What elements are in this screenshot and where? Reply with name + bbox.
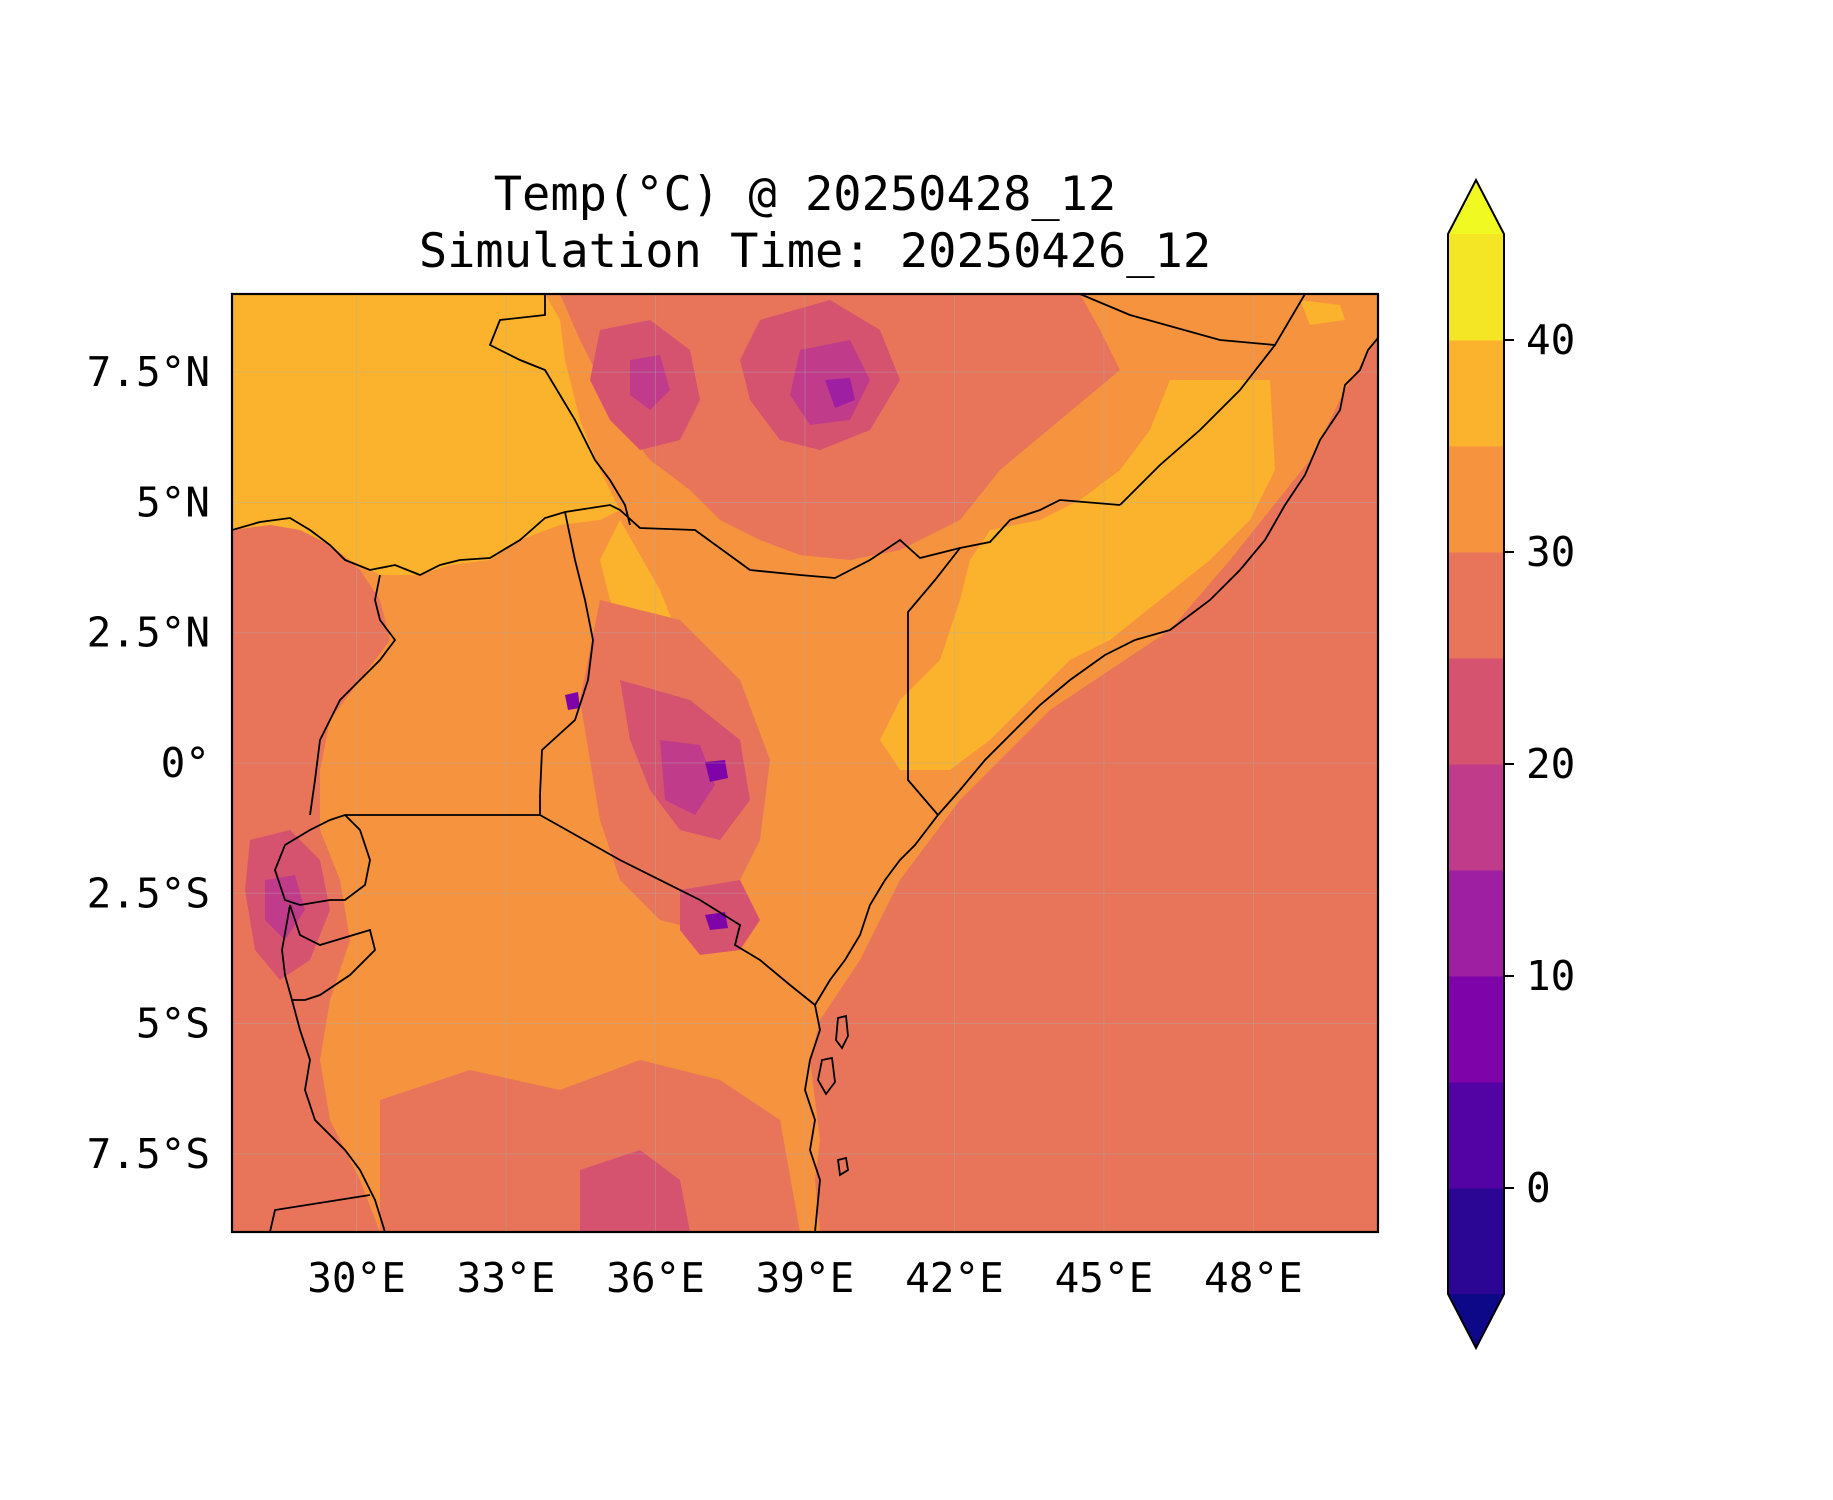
colorbar-extend-under [1448,1294,1504,1348]
border-southwest-zambia [269,1194,371,1232]
colorbar-tick-label: 10 [1526,952,1575,1000]
border-tanzania-kenya [539,814,816,1006]
peak-kenya [660,740,715,815]
colorbar-tick-label: 0 [1526,1164,1551,1212]
x-tick-label: 45°E [1055,1254,1154,1302]
colorbar-tick-label: 20 [1526,740,1575,788]
latitude-axis: 7.5°N 5°N 2.5°N 0° 2.5°S 5°S 7.5°S [87,348,210,1178]
colorbar-segment [1448,764,1504,871]
summit-mount-elgon [565,692,580,710]
colorbar-segment [1448,552,1504,659]
colorbar-outline [1447,177,1505,1351]
colorbar-tick-label: 30 [1526,528,1575,576]
peak-ethiopia-2 [630,355,670,410]
hot-region-ne-corner [1300,300,1345,325]
colorbar-segment [1448,234,1504,341]
border-kenya-somalia [907,547,961,816]
x-tick-label: 39°E [756,1254,855,1302]
colorbar-segment [1448,1188,1504,1295]
x-tick-label: 36°E [606,1254,705,1302]
simulation-time-subtitle: Simulation Time: 20250426_12 [419,224,1211,279]
colorbar-segment [1448,658,1504,765]
summit-ethiopia [825,378,855,408]
x-tick-label: 48°E [1204,1254,1303,1302]
summit-mount-kenya [705,760,728,782]
border-tanzania-drc-lake-tanganyika [291,999,386,1232]
y-tick-label: 2.5°S [87,869,210,917]
border-ethiopia-somalia-north [1079,294,1276,346]
longitude-axis: 30°E 33°E 36°E 39°E 42°E 45°E 48°E [307,1254,1303,1302]
y-tick-label: 7.5°N [87,348,210,396]
border-uganda-kenya [539,511,594,815]
hot-region-south-sudan [232,294,620,575]
summit-kilimanjaro [705,912,728,930]
coastline-east-africa [804,1004,821,1232]
cool-region-southern-tanzania [380,1060,800,1232]
map-plot-area[interactable] [232,294,1378,1232]
border-rwanda-burundi [274,813,371,906]
island-zanzibar [817,1056,836,1096]
colorbar-segment [1448,1082,1504,1189]
map-gridlines [232,294,1378,1232]
colorbar-segment [1448,446,1504,553]
peak-rwanda [265,875,305,940]
island-pemba [835,1014,849,1050]
y-tick-label: 0° [161,739,210,787]
y-tick-label: 7.5°S [87,1130,210,1178]
y-tick-label: 2.5°N [87,609,210,657]
colorbar-extend-over [1448,180,1504,234]
map-title: Temp(°C) @ 20250428_12 [494,167,1117,222]
y-tick-label: 5°S [136,1000,210,1048]
border-kenya-ethiopia-somalia [1119,294,1306,506]
indian-ocean-sea [810,338,1378,1232]
coastline-kenya-somalia [814,337,1378,1006]
y-tick-label: 5°N [136,478,210,526]
x-tick-label: 30°E [307,1254,406,1302]
hot-region-somalia [880,380,1275,770]
map-frame [230,292,1380,1234]
x-tick-label: 42°E [905,1254,1004,1302]
colorbar-segment [1448,870,1504,977]
country-borders [232,294,1378,1232]
border-burundi-tanzania [281,904,376,1001]
island-mafia [837,1156,849,1177]
colorbar-segment [1448,976,1504,1083]
colorbar-tick-label: 40 [1526,316,1575,364]
x-tick-label: 33°E [457,1254,556,1302]
border-uganda-drc [309,574,397,816]
temperature-colorbar: 0 10 20 30 40 [1447,177,1575,1351]
highland-southern-tanzania [580,1150,690,1232]
colorbar-segment [1448,340,1504,447]
border-south-sudan-ethiopia [488,294,631,526]
